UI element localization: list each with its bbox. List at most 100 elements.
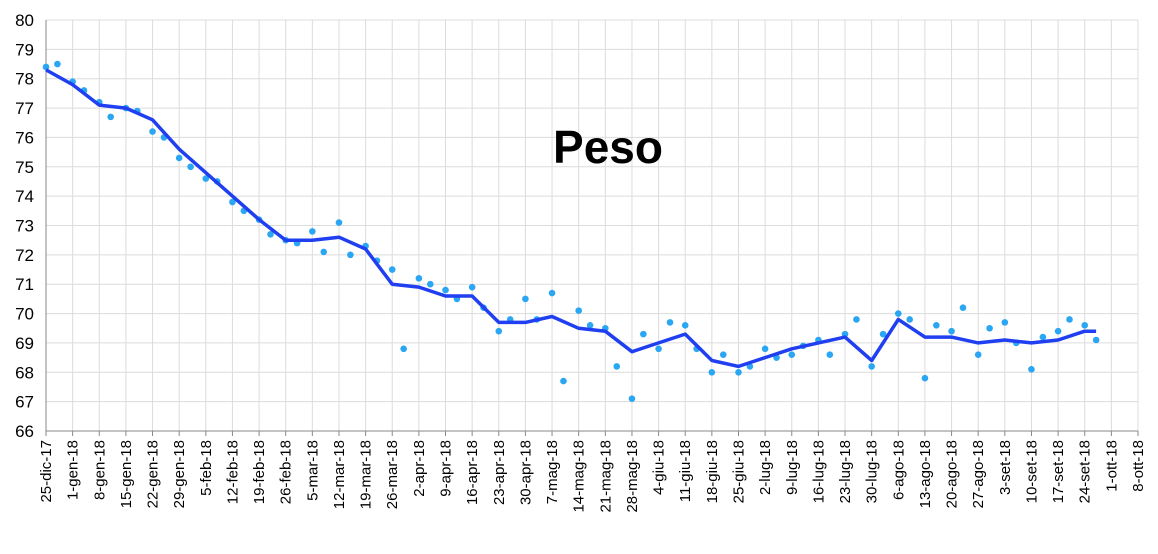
x-tick-label: 15-gen-18 (118, 440, 135, 508)
x-tick-label: 9-apr-18 (438, 440, 455, 497)
point (948, 327, 955, 335)
point (826, 351, 834, 358)
y-tick-label: 73 (15, 217, 34, 236)
x-tick-label: 3-set-18 (997, 440, 1014, 495)
x-tick-label: 23-lug-18 (837, 440, 854, 503)
point (708, 368, 716, 376)
point (1054, 327, 1062, 335)
x-tick-label: 25-giu-18 (730, 440, 747, 503)
y-tick-label: 78 (15, 70, 34, 89)
x-tick-label: 23-apr-18 (491, 440, 508, 505)
x-tick-label: 8-ott-18 (1130, 440, 1147, 492)
x-tick-label: 12-mar-18 (331, 440, 348, 509)
point (175, 154, 183, 162)
point (320, 248, 328, 256)
point (42, 63, 50, 71)
x-tick-label: 26-feb-18 (278, 440, 295, 504)
y-tick-label: 70 (15, 305, 34, 324)
y-tick-label: 76 (15, 128, 34, 147)
point (202, 175, 210, 182)
point (347, 251, 354, 259)
point (681, 322, 689, 329)
point (868, 363, 875, 370)
point (335, 219, 343, 226)
y-tick-label: 66 (15, 422, 34, 441)
point (959, 304, 967, 312)
point (986, 324, 993, 332)
y-tick-label: 68 (15, 363, 34, 382)
point (719, 351, 727, 358)
point (1092, 336, 1100, 344)
point (655, 345, 662, 353)
point (149, 128, 156, 135)
x-tick-label: 27-ago-18 (970, 440, 987, 508)
point (54, 60, 61, 68)
point (548, 289, 556, 297)
x-tick-label: 19-feb-18 (251, 440, 268, 504)
point (388, 266, 396, 273)
chart-title: Peso (553, 121, 663, 173)
point (229, 198, 236, 206)
point (640, 330, 647, 338)
x-tick-label: 29-gen-18 (171, 440, 188, 508)
x-tick-label: 5-feb-18 (198, 440, 215, 496)
x-tick-label: 16-apr-18 (464, 440, 481, 505)
point (894, 310, 902, 317)
point (761, 345, 769, 353)
y-tick-label: 67 (15, 393, 34, 412)
x-tick-label: 24-set-18 (1077, 440, 1094, 503)
x-tick-label: 12-feb-18 (224, 440, 241, 504)
point (575, 307, 582, 314)
point (933, 322, 940, 329)
point (415, 275, 423, 282)
trend-line (45, 68, 1097, 369)
point (628, 395, 636, 403)
x-tick-label: 30-lug-18 (864, 440, 881, 503)
y-tick-label: 72 (15, 246, 34, 265)
point (879, 330, 887, 338)
x-tick-label: 28-mag-18 (624, 440, 641, 513)
x-tick-label: 1-ott-18 (1103, 440, 1120, 492)
x-tick-label: 11-giu-18 (677, 440, 694, 502)
x-tick-label: 5-mar-18 (304, 440, 321, 501)
point (921, 374, 929, 382)
point (906, 316, 914, 323)
x-tick-label: 14-mag-18 (571, 440, 588, 513)
x-tick-label: 22-gen-18 (145, 440, 162, 508)
x-tick-label: 26-mar-18 (384, 440, 401, 509)
point (613, 363, 621, 370)
point (1081, 322, 1089, 329)
x-tick-label: 25-dic-17 (38, 440, 55, 503)
y-tick-label: 75 (15, 158, 34, 177)
x-tick-label: 2-apr-18 (411, 440, 428, 497)
point (1028, 366, 1035, 373)
point (442, 286, 449, 294)
y-tick-label: 71 (15, 275, 34, 294)
x-tick-label: 9-lug-18 (784, 440, 801, 495)
x-tick-label: 7-mag-18 (544, 440, 561, 504)
point (666, 319, 674, 326)
x-tick-label: 2-lug-18 (757, 440, 774, 495)
y-tick-label: 74 (15, 187, 34, 206)
point (107, 113, 114, 121)
x-tick-label: 4-giu-18 (651, 440, 668, 495)
point (267, 231, 274, 238)
plot: 66 67 68 69 70 71 72 73 74 75 76 77 78 79 80 25-dic-17 1… (15, 11, 1147, 513)
point (468, 283, 476, 291)
point (309, 228, 316, 235)
x-tick-label: 20-ago-18 (944, 440, 961, 508)
point (586, 322, 594, 329)
y-tick-label: 80 (15, 11, 34, 30)
point (788, 351, 796, 358)
point (560, 377, 567, 385)
x-tick-label: 13-ago-18 (917, 440, 934, 508)
point (853, 316, 860, 323)
x-tick-label: 18-giu-18 (704, 440, 721, 503)
x-tick-label: 21-mag-18 (597, 440, 614, 513)
x-tick-label: 1-gen-18 (65, 440, 82, 500)
x-tick-label: 17-set-18 (1050, 440, 1067, 503)
point (1001, 319, 1009, 326)
point (974, 351, 982, 358)
x-tick-label: 10-set-18 (1023, 440, 1040, 503)
